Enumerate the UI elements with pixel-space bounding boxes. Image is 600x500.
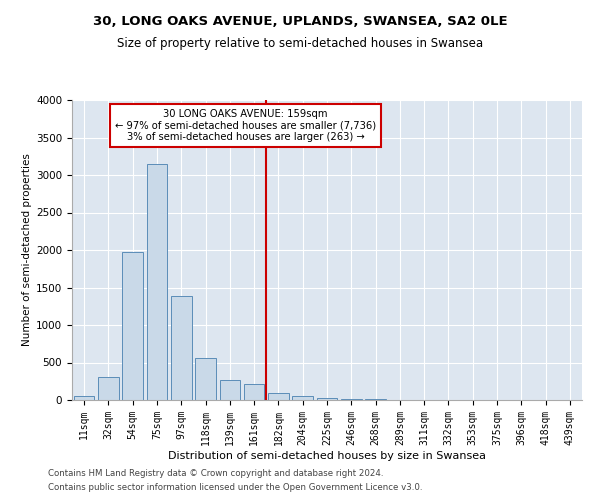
Bar: [292, 396, 313, 400]
Bar: [98, 377, 119, 400]
Bar: [122, 252, 143, 400]
Bar: [171, 296, 191, 400]
Bar: [146, 164, 167, 400]
Bar: [268, 393, 289, 400]
Bar: [74, 396, 94, 400]
Bar: [244, 384, 265, 400]
Text: Contains HM Land Registry data © Crown copyright and database right 2024.: Contains HM Land Registry data © Crown c…: [48, 468, 383, 477]
Text: Contains public sector information licensed under the Open Government Licence v3: Contains public sector information licen…: [48, 484, 422, 492]
Text: 30, LONG OAKS AVENUE, UPLANDS, SWANSEA, SA2 0LE: 30, LONG OAKS AVENUE, UPLANDS, SWANSEA, …: [92, 15, 508, 28]
Y-axis label: Number of semi-detached properties: Number of semi-detached properties: [22, 154, 32, 346]
Bar: [220, 380, 240, 400]
Bar: [195, 358, 216, 400]
Text: Size of property relative to semi-detached houses in Swansea: Size of property relative to semi-detach…: [117, 38, 483, 51]
Bar: [341, 399, 362, 400]
X-axis label: Distribution of semi-detached houses by size in Swansea: Distribution of semi-detached houses by …: [168, 450, 486, 460]
Bar: [317, 398, 337, 400]
Text: 30 LONG OAKS AVENUE: 159sqm
← 97% of semi-detached houses are smaller (7,736)
3%: 30 LONG OAKS AVENUE: 159sqm ← 97% of sem…: [115, 109, 376, 142]
